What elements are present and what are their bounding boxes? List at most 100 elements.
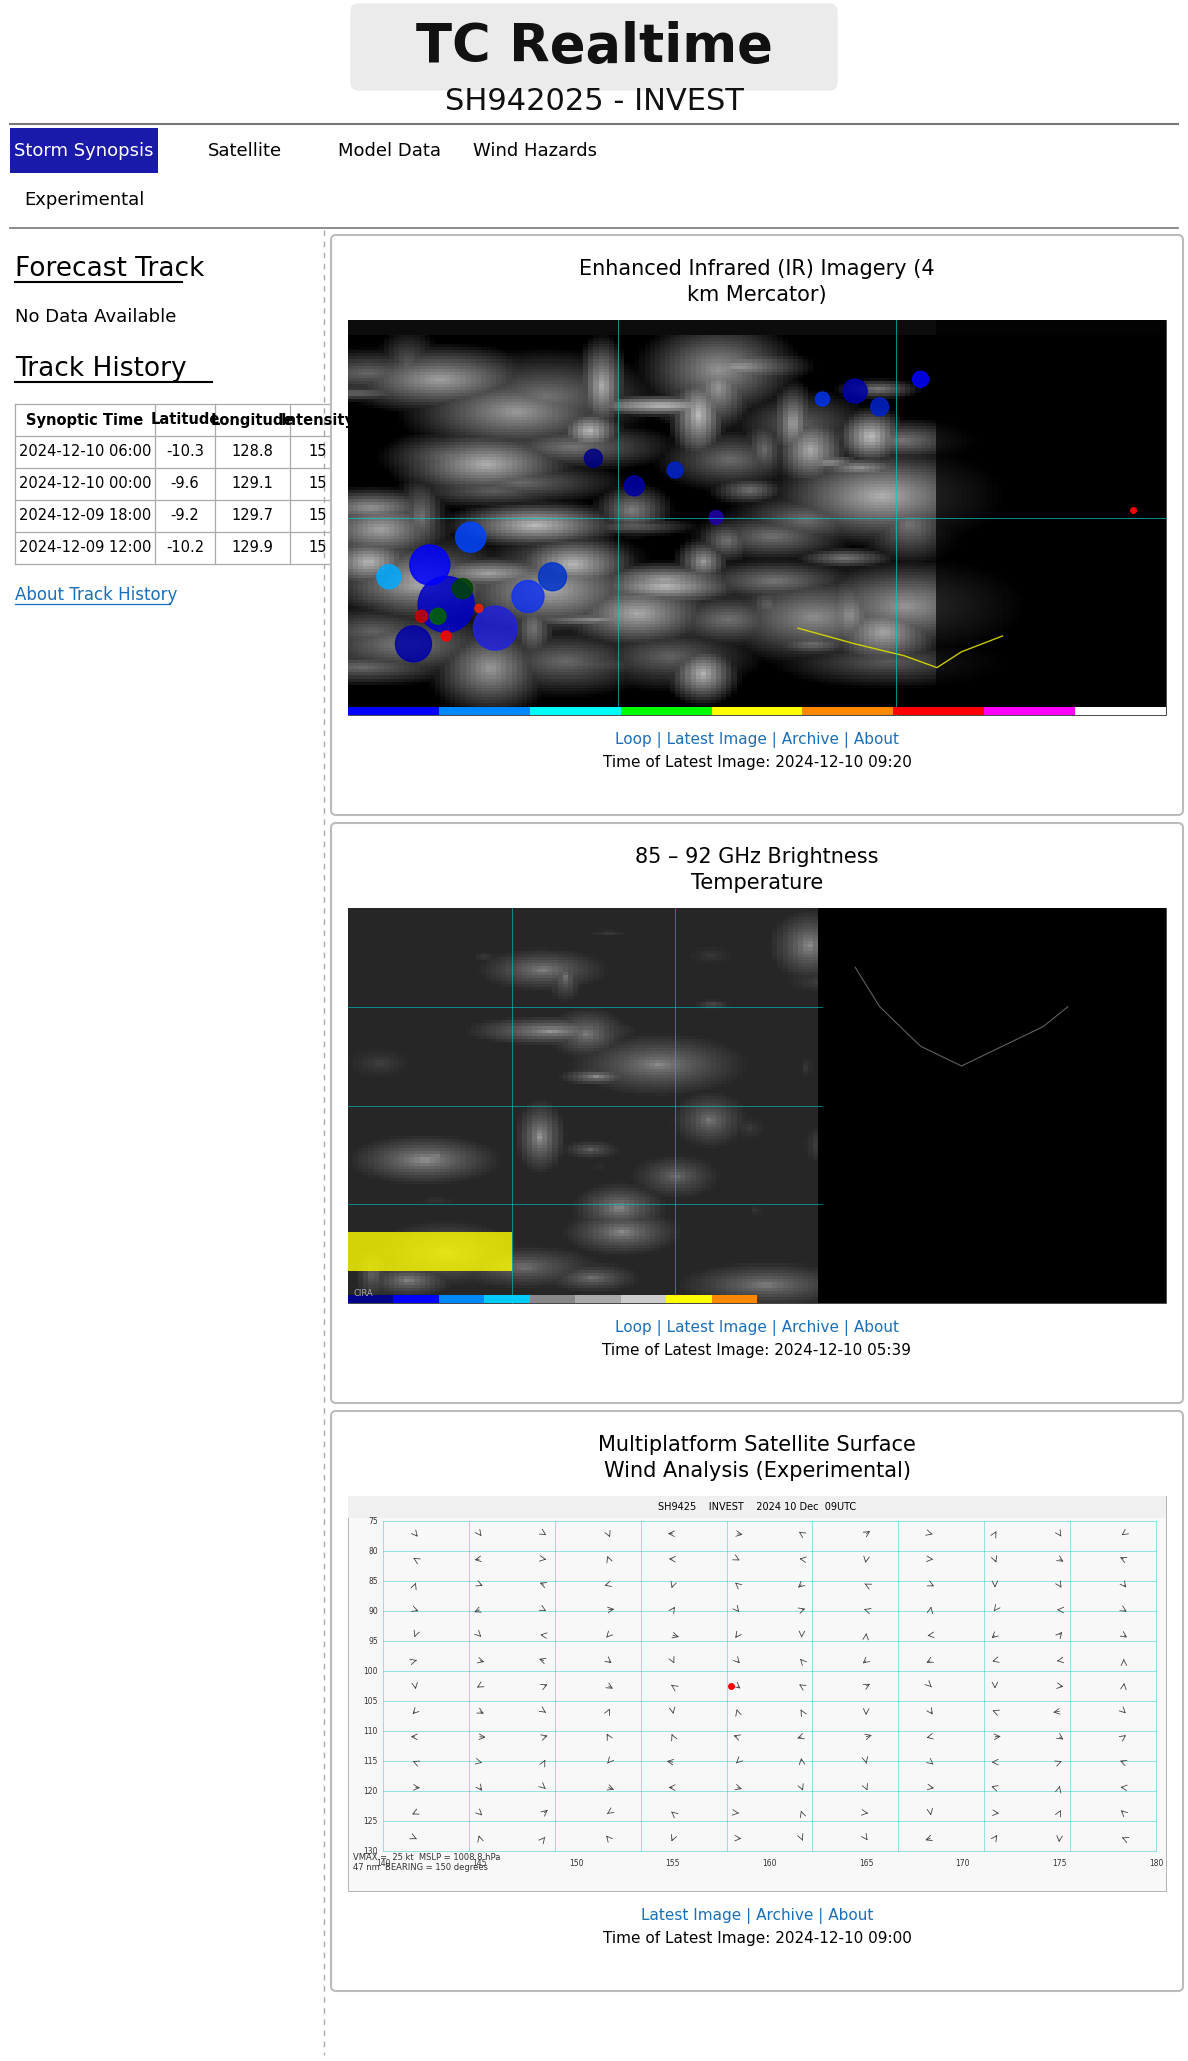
Text: SH9425    INVEST    2024 10 Dec  09UTC: SH9425 INVEST 2024 10 Dec 09UTC [658, 1502, 857, 1513]
Bar [798, 909, 1165, 1303]
Bar [10, 128, 158, 173]
Text: 129.9: 129.9 [232, 540, 273, 556]
Text: 145: 145 [473, 1859, 487, 1867]
Text: 110: 110 [364, 1727, 378, 1735]
Bar [620, 1294, 666, 1303]
Bar [348, 707, 438, 715]
Circle shape [430, 608, 446, 624]
Circle shape [418, 577, 474, 633]
Circle shape [709, 511, 723, 523]
Text: Latest Image | Archive | About: Latest Image | Archive | About [640, 1908, 873, 1925]
Text: 15: 15 [308, 509, 327, 523]
Text: 85: 85 [368, 1577, 378, 1585]
Bar [712, 1294, 757, 1303]
Text: -9.2: -9.2 [171, 509, 200, 523]
Bar [348, 707, 1165, 715]
Bar [530, 707, 620, 715]
Circle shape [410, 544, 450, 585]
Circle shape [625, 476, 644, 497]
Text: Multiplatform Satellite Surface
Wind Analysis (Experimental): Multiplatform Satellite Surface Wind Ana… [598, 1434, 916, 1482]
Text: 170: 170 [955, 1859, 969, 1867]
Circle shape [871, 398, 889, 416]
Text: About Track History: About Track History [15, 585, 177, 604]
FancyBboxPatch shape [350, 4, 838, 91]
Text: 80: 80 [368, 1546, 378, 1556]
Text: 90: 90 [368, 1606, 378, 1616]
Text: Model Data: Model Data [339, 142, 442, 159]
Bar [438, 707, 530, 715]
Bar [393, 1294, 438, 1303]
Text: 15: 15 [308, 445, 327, 460]
Text: 129.7: 129.7 [232, 509, 273, 523]
Circle shape [584, 449, 602, 468]
Text: Track History: Track History [15, 357, 187, 381]
Circle shape [538, 563, 567, 592]
Text: 115: 115 [364, 1756, 378, 1766]
Circle shape [473, 606, 517, 649]
Text: 2024-12-10 06:00: 2024-12-10 06:00 [19, 445, 151, 460]
Text: 85 – 92 GHz Brightness
Temperature: 85 – 92 GHz Brightness Temperature [636, 847, 879, 892]
Circle shape [512, 581, 544, 612]
Circle shape [668, 462, 683, 478]
Bar [712, 707, 802, 715]
Text: SH942025 - INVEST: SH942025 - INVEST [444, 87, 744, 117]
Text: TC Realtime: TC Realtime [416, 21, 772, 72]
Text: 2024-12-09 12:00: 2024-12-09 12:00 [19, 540, 151, 556]
Text: Time of Latest Image: 2024-12-10 09:00: Time of Latest Image: 2024-12-10 09:00 [602, 1931, 911, 1946]
Text: 129.1: 129.1 [232, 476, 273, 491]
Bar [893, 707, 984, 715]
Text: 140: 140 [375, 1859, 390, 1867]
Text: 95: 95 [368, 1636, 378, 1645]
Text: 100: 100 [364, 1667, 378, 1676]
Bar [348, 1294, 393, 1303]
Bar [348, 1232, 512, 1272]
Text: VMAX =  25 kt  MSLP = 1008.8 hPa
47 nm  BEARING = 150 degrees: VMAX = 25 kt MSLP = 1008.8 hPa 47 nm BEA… [353, 1853, 500, 1871]
Text: 150: 150 [569, 1859, 583, 1867]
Circle shape [475, 604, 482, 612]
Bar [666, 1294, 712, 1303]
Text: 15: 15 [308, 540, 327, 556]
Text: 175: 175 [1053, 1859, 1067, 1867]
Text: Loop | Latest Image | Archive | About: Loop | Latest Image | Archive | About [615, 732, 899, 748]
Text: Storm Synopsis: Storm Synopsis [14, 142, 153, 159]
Text: 75: 75 [368, 1517, 378, 1525]
Text: 120: 120 [364, 1787, 378, 1795]
Bar [575, 1294, 620, 1303]
Text: Forecast Track: Forecast Track [15, 256, 204, 282]
Bar [348, 319, 1165, 715]
Text: Experimental: Experimental [24, 192, 144, 208]
Text: Latitude: Latitude [151, 412, 220, 427]
Text: 155: 155 [665, 1859, 680, 1867]
Text: Intensity: Intensity [280, 412, 354, 427]
Bar [530, 1294, 575, 1303]
Text: -9.6: -9.6 [171, 476, 200, 491]
Circle shape [815, 392, 829, 406]
Text: Loop | Latest Image | Archive | About: Loop | Latest Image | Archive | About [615, 1319, 899, 1336]
Circle shape [377, 565, 400, 589]
FancyBboxPatch shape [331, 822, 1183, 1404]
Bar [348, 909, 1165, 1303]
Text: No Data Available: No Data Available [15, 307, 176, 326]
Circle shape [416, 610, 428, 622]
Circle shape [912, 371, 929, 387]
Text: 125: 125 [364, 1816, 378, 1826]
Circle shape [453, 579, 473, 598]
FancyBboxPatch shape [331, 1412, 1183, 1991]
Bar [348, 1496, 1165, 1519]
Text: Enhanced Infrared (IR) Imagery (4
km Mercator): Enhanced Infrared (IR) Imagery (4 km Mer… [580, 260, 935, 305]
Text: 130: 130 [364, 1847, 378, 1855]
Text: Satellite: Satellite [208, 142, 282, 159]
Text: 2024-12-09 18:00: 2024-12-09 18:00 [19, 509, 151, 523]
Bar [984, 707, 1075, 715]
Text: Longitude: Longitude [210, 412, 295, 427]
Text: Time of Latest Image: 2024-12-10 05:39: Time of Latest Image: 2024-12-10 05:39 [602, 1342, 911, 1358]
Text: 160: 160 [763, 1859, 777, 1867]
FancyBboxPatch shape [331, 235, 1183, 814]
Bar [438, 1294, 485, 1303]
Text: Wind Hazards: Wind Hazards [473, 142, 598, 159]
Bar [620, 707, 712, 715]
Bar [348, 1496, 1165, 1892]
Circle shape [843, 379, 867, 404]
Circle shape [396, 627, 431, 662]
Text: 128.8: 128.8 [232, 445, 273, 460]
